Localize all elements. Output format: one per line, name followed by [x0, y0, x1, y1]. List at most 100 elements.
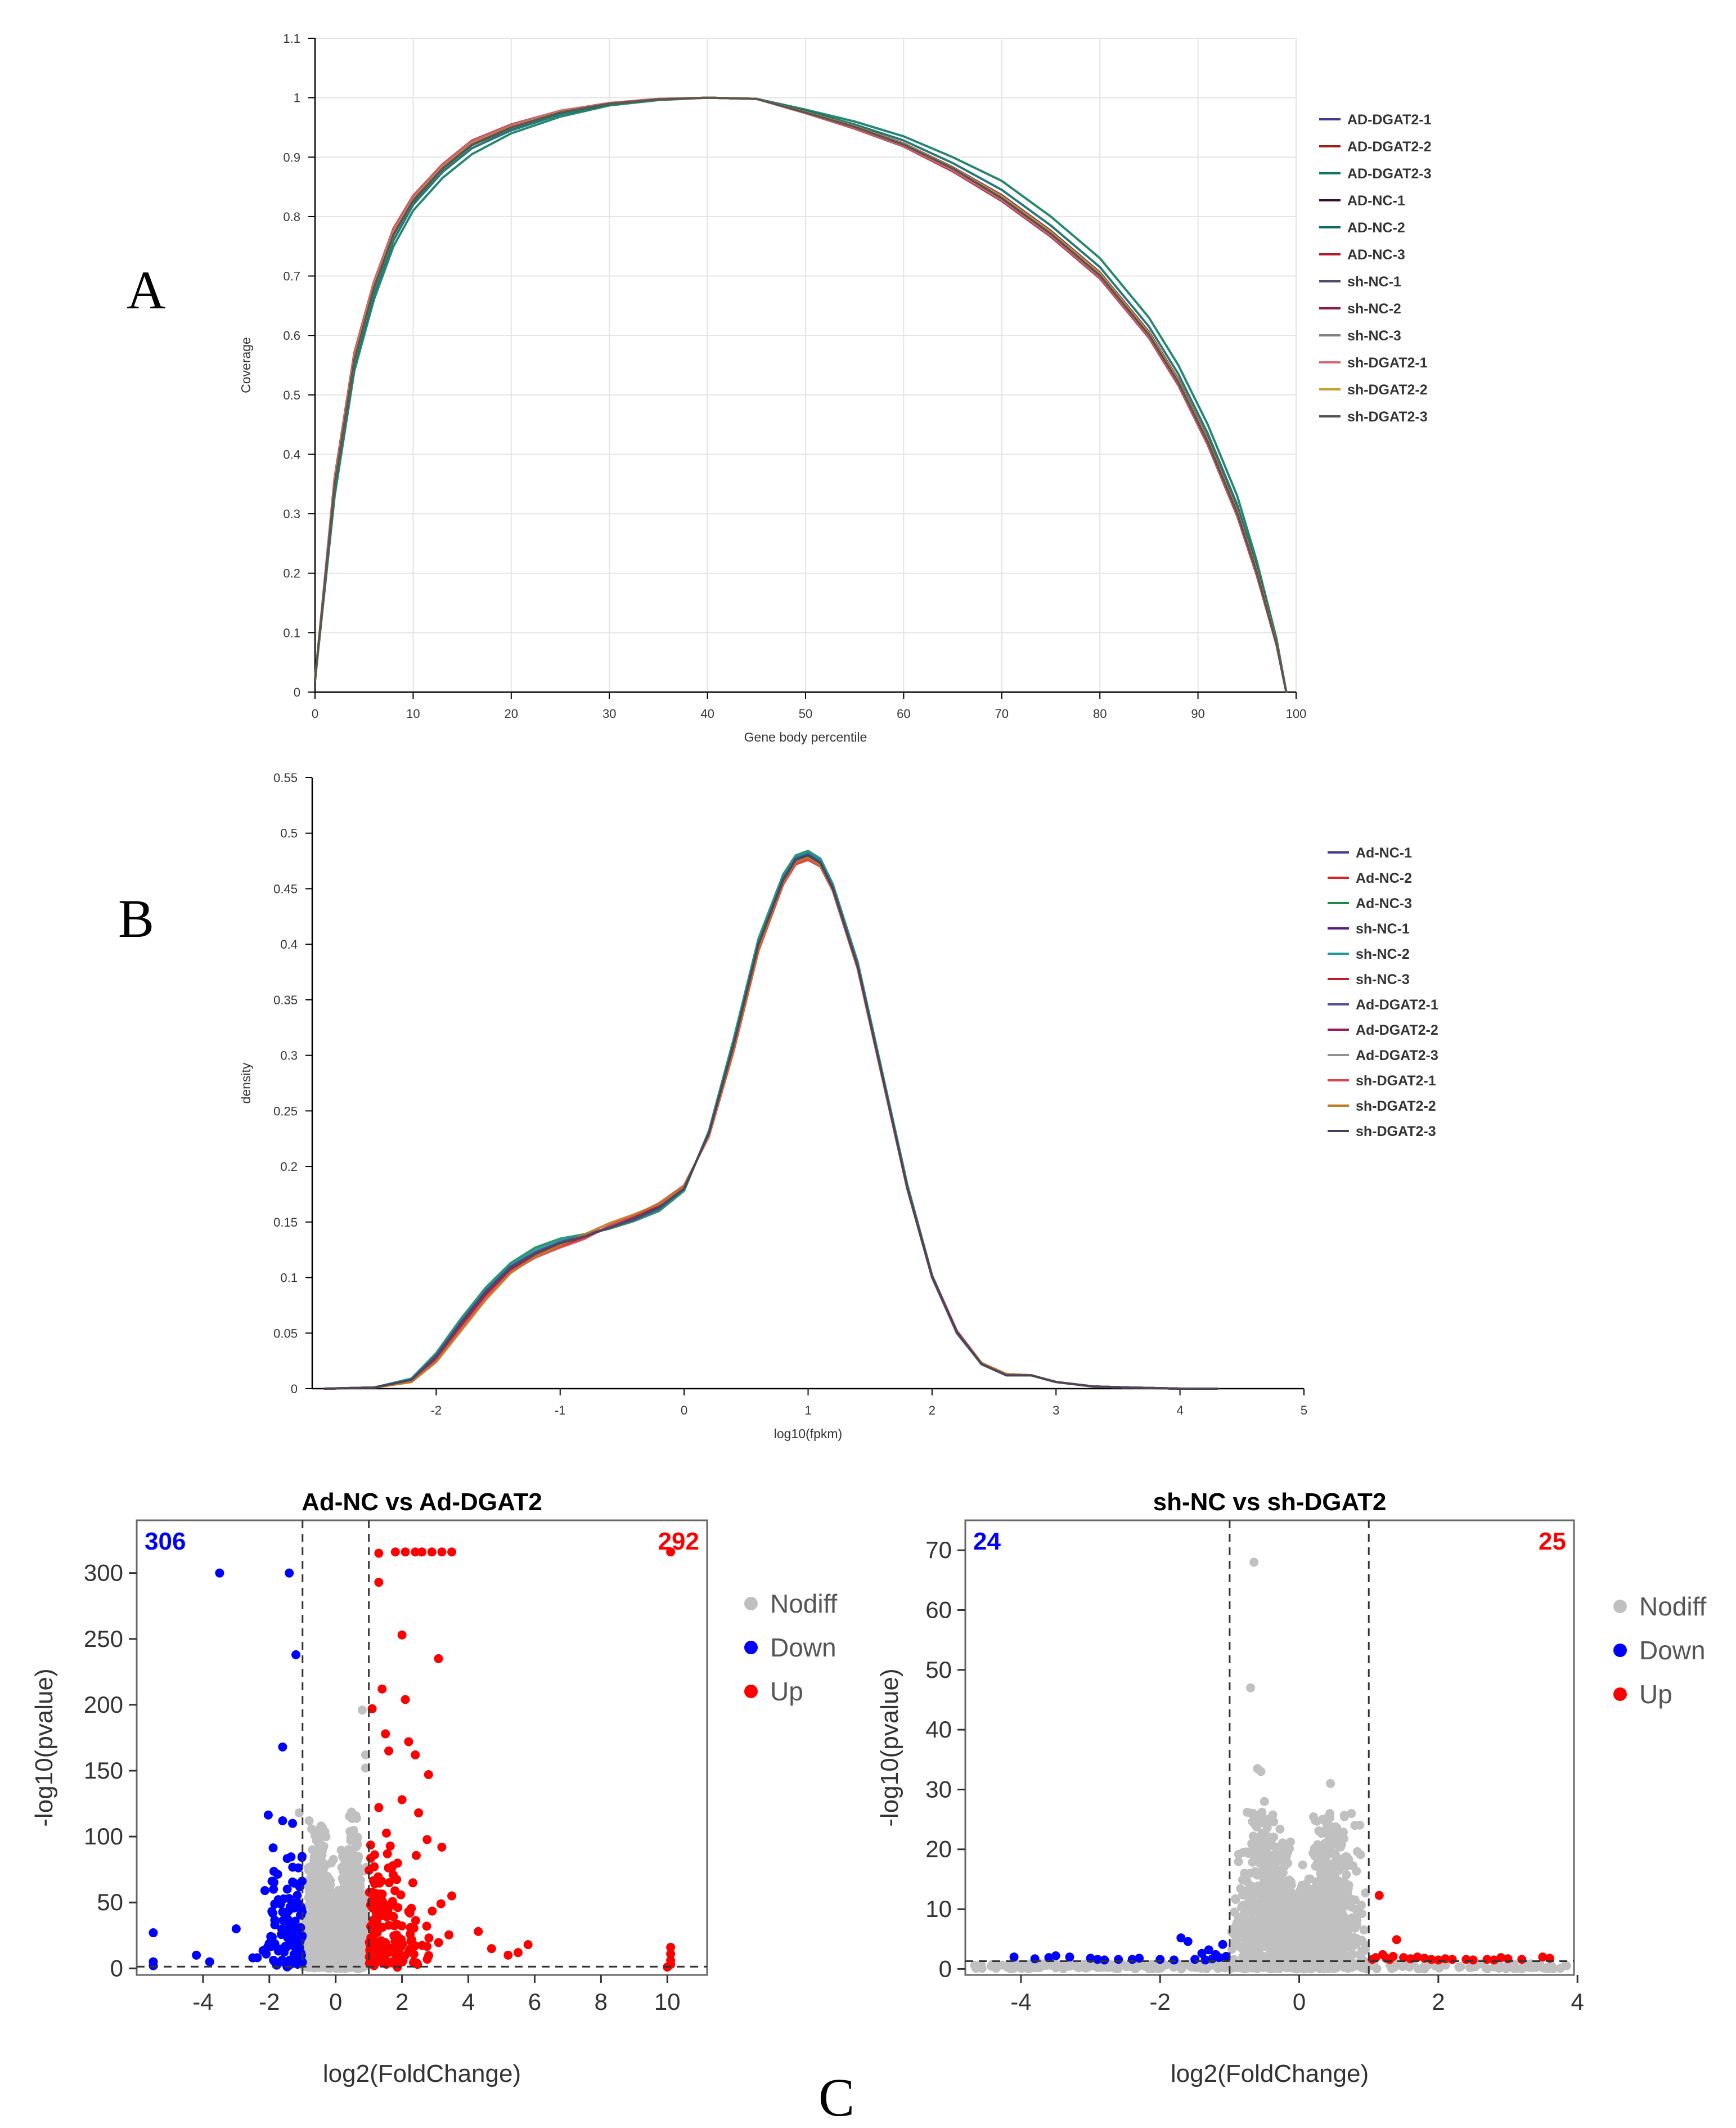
x-axis-label: Gene body percentile [744, 730, 867, 744]
nodiff-point [1319, 1931, 1328, 1941]
up-point [444, 1930, 454, 1940]
x-tick-label: 2 [1432, 1988, 1445, 2015]
nodiff-point [1245, 1960, 1255, 1969]
up-point [374, 1803, 384, 1812]
x-tick-label: 0 [1293, 1988, 1306, 2015]
density-chart: 0 0.05 0.1 0.15 0.2 0.25 0.3 0.35 0.4 0.45 0.5 0.55… [239, 771, 1438, 1441]
legend-label: AD-NC-1 [1347, 193, 1405, 209]
nodiff-point [1219, 1961, 1229, 1970]
nodiff-point [349, 1952, 359, 1962]
nodiff-point [314, 1912, 323, 1922]
up-point [428, 1906, 437, 1916]
x-tick-label: 90 [1191, 707, 1204, 721]
x-tick-label: 6 [528, 1988, 541, 2015]
y-tick-label: 0.1 [280, 1271, 298, 1285]
nodiff-point [1359, 1946, 1369, 1956]
up-point [377, 1684, 387, 1694]
down-point [205, 1957, 214, 1967]
down-point [1065, 1952, 1074, 1962]
nodiff-point [307, 1930, 316, 1940]
nodiff-point [1313, 1947, 1323, 1956]
legend-label: sh-DGAT2-1 [1347, 355, 1428, 371]
series-line-sh-dgat2-3 [323, 854, 1218, 1390]
nodiff-point [1324, 1901, 1333, 1910]
nodiff-point [1274, 1880, 1283, 1890]
legend-label: sh-DGAT2-2 [1347, 382, 1428, 398]
legend-label: sh-NC-3 [1356, 972, 1410, 987]
y-axis-label: -log10(pvalue) [30, 1668, 58, 1826]
nodiff-point [1338, 1915, 1348, 1925]
nodiff-point [1307, 1964, 1316, 1974]
down-point [1218, 1940, 1227, 1949]
up-point [397, 1795, 407, 1804]
x-tick-label: 4 [1571, 1988, 1584, 2015]
up-point [384, 1746, 394, 1756]
nodiff-point [1249, 1808, 1258, 1818]
legend-label: sh-NC-1 [1356, 921, 1410, 937]
nodiff-point [1336, 1833, 1346, 1842]
legend-swatch [1613, 1600, 1627, 1613]
y-tick-label: 0.9 [283, 150, 300, 164]
nodiff-point [1340, 1857, 1350, 1867]
nodiff-point [1081, 1963, 1090, 1973]
nodiff-point [327, 1939, 336, 1949]
nodiff-point [1027, 1961, 1037, 1970]
x-tick-label: 5 [1301, 1403, 1307, 1417]
y-tick-label: 0.4 [280, 937, 298, 951]
down-point [266, 1942, 275, 1951]
nodiff-point [1249, 1844, 1259, 1854]
nodiff-point [1330, 1891, 1339, 1901]
up-point [374, 1578, 384, 1587]
nodiff-point [1247, 1898, 1256, 1908]
up-point [434, 1654, 443, 1663]
legend-label: sh-NC-2 [1356, 946, 1410, 962]
nodiff-point [310, 1944, 320, 1954]
up-point [368, 1903, 377, 1913]
up-point [1374, 1891, 1384, 1900]
down-point [297, 1853, 307, 1862]
down-point [288, 1918, 298, 1927]
x-tick-label: -4 [192, 1988, 213, 2015]
down-point [291, 1952, 300, 1962]
up-point [422, 1835, 432, 1844]
legend-label: sh-DGAT2-2 [1356, 1098, 1436, 1114]
nodiff-point [1405, 1962, 1414, 1972]
up-point [422, 1955, 432, 1964]
up-point [388, 1958, 398, 1968]
up-point [397, 1630, 407, 1640]
y-tick-label: 100 [84, 1823, 123, 1849]
y-tick-label: 60 [925, 1596, 952, 1623]
nodiff-point [1320, 1948, 1330, 1958]
up-point [503, 1950, 513, 1960]
panel-label-c: C [818, 2067, 854, 2127]
up-point [377, 1923, 387, 1932]
up-point [389, 1870, 398, 1880]
nodiff-point [1389, 1963, 1399, 1972]
nodiff-point [320, 1872, 329, 1882]
legend-label: sh-DGAT2-1 [1356, 1073, 1436, 1089]
legend-label: sh-NC-3 [1347, 328, 1401, 344]
down-point [275, 1945, 284, 1954]
up-point [411, 1750, 420, 1759]
nodiff-point [325, 1928, 334, 1938]
points-layer [149, 1547, 676, 1973]
up-point [523, 1940, 533, 1950]
nodiff-point [310, 1878, 320, 1887]
up-point [437, 1842, 447, 1852]
y-axis-label: Coverage [239, 337, 253, 393]
down-point [291, 1650, 300, 1659]
nodiff-point [1227, 1927, 1236, 1937]
nodiff-point [1244, 1926, 1254, 1936]
nodiff-point [310, 1901, 320, 1911]
y-tick-label: 1.1 [283, 32, 300, 46]
nodiff-point [1420, 1964, 1429, 1974]
nodiff-point [311, 1864, 321, 1874]
nodiff-point [303, 1940, 313, 1949]
up-point [417, 1547, 426, 1557]
nodiff-point [975, 1961, 985, 1970]
down-point [1200, 1955, 1210, 1965]
nodiff-point [1338, 1945, 1348, 1955]
y-tick-label: 20 [925, 1836, 952, 1862]
nodiff-point [1240, 1869, 1249, 1878]
up-point [396, 1890, 406, 1900]
